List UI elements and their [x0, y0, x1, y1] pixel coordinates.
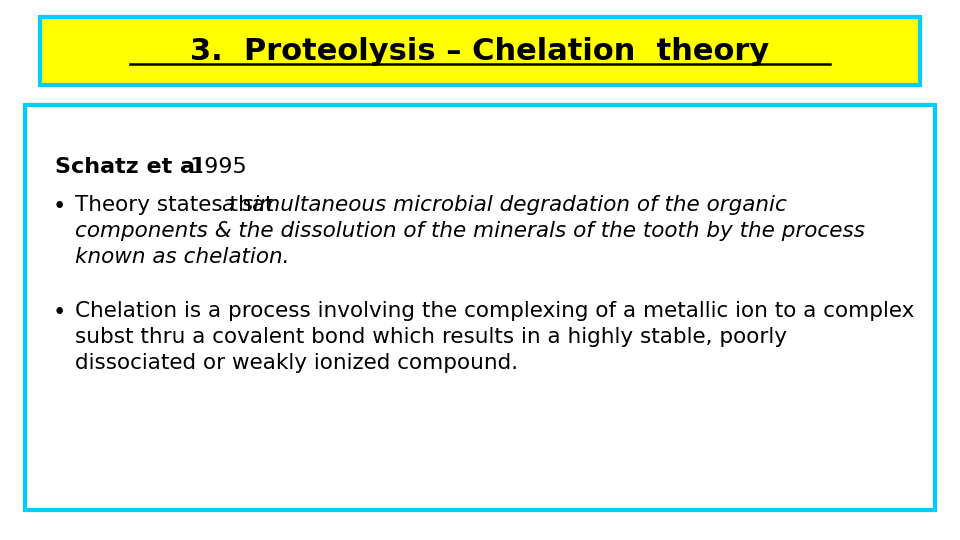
Text: 1995: 1995 [183, 157, 247, 177]
Text: subst thru a covalent bond which results in a highly stable, poorly: subst thru a covalent bond which results… [75, 327, 787, 347]
Text: •: • [53, 195, 66, 218]
FancyBboxPatch shape [40, 17, 920, 85]
FancyBboxPatch shape [25, 105, 935, 510]
Text: components & the dissolution of the minerals of the tooth by the process: components & the dissolution of the mine… [75, 221, 865, 241]
Text: Theory states that: Theory states that [75, 195, 280, 215]
Text: a simultaneous microbial degradation of the organic: a simultaneous microbial degradation of … [223, 195, 787, 215]
Text: Schatz et al: Schatz et al [55, 157, 203, 177]
Text: 3.  Proteolysis – Chelation  theory: 3. Proteolysis – Chelation theory [190, 37, 770, 65]
Text: •: • [53, 301, 66, 324]
Text: Chelation is a process involving the complexing of a metallic ion to a complex: Chelation is a process involving the com… [75, 301, 914, 321]
Text: known as chelation.: known as chelation. [75, 247, 290, 267]
Text: dissociated or weakly ionized compound.: dissociated or weakly ionized compound. [75, 353, 518, 373]
